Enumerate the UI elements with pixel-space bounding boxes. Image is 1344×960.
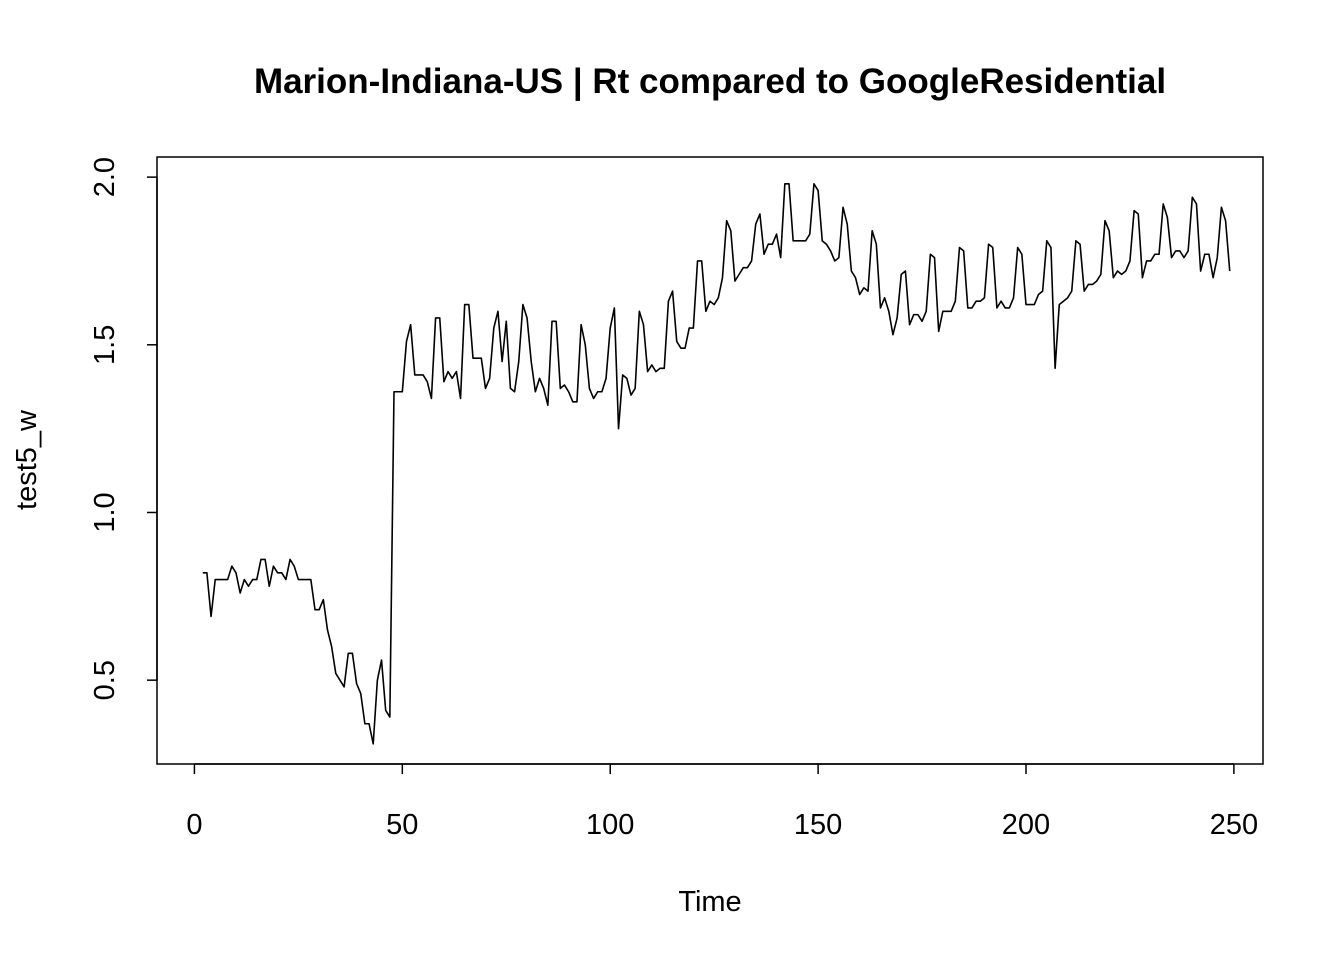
series-line: [202, 183, 1231, 745]
x-tick-label: 250: [1210, 809, 1258, 841]
y-tick-label: 1.5: [89, 325, 121, 365]
x-axis-label: Time: [678, 886, 741, 918]
chart-title: Marion-Indiana-US | Rt compared to Googl…: [254, 62, 1166, 101]
x-tick-label: 200: [1002, 809, 1050, 841]
x-tick-label: 50: [386, 809, 418, 841]
x-axis: 0 50 100 150 200 250: [186, 763, 1258, 841]
series-layer: [202, 183, 1231, 745]
x-tick-label: 100: [586, 809, 634, 841]
y-tick-label: 2.0: [89, 157, 121, 197]
y-axis: 0.5 1.0 1.5 2.0: [89, 157, 158, 700]
y-tick-label: 1.0: [89, 492, 121, 532]
x-tick-label: 150: [794, 809, 842, 841]
x-tick-label: 0: [186, 809, 202, 841]
plot-frame: [156, 156, 1264, 765]
y-axis-label: test5_w: [11, 409, 43, 510]
y-tick-label: 0.5: [89, 660, 121, 700]
